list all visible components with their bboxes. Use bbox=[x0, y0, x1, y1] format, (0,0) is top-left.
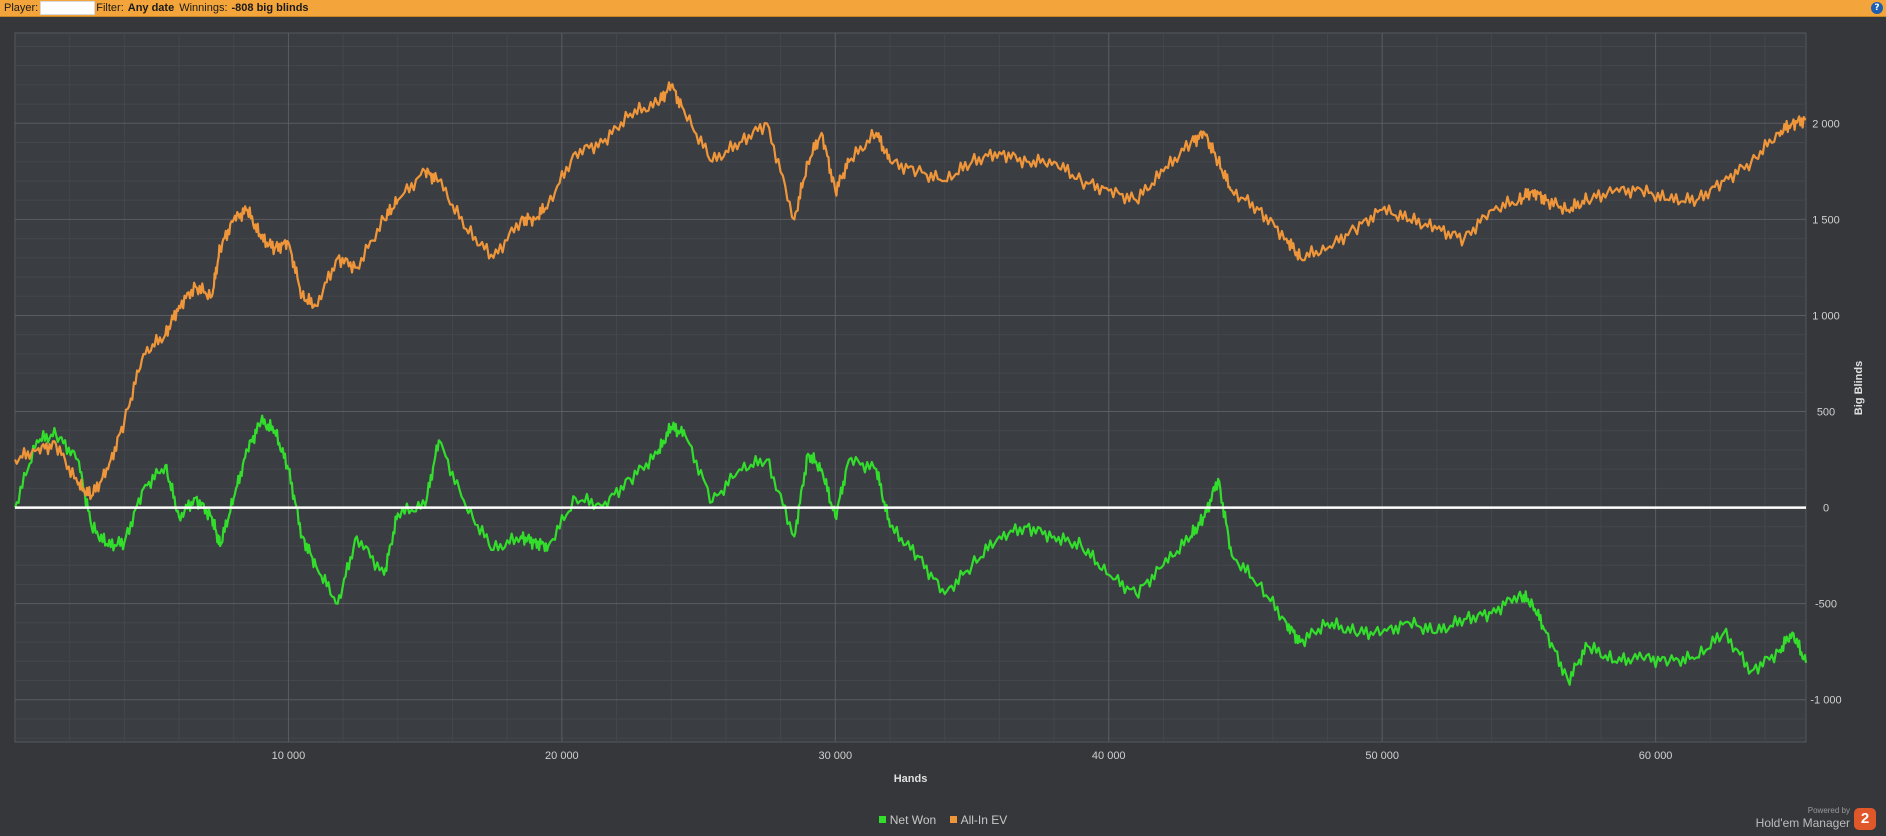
legend-swatch-all-in-ev bbox=[949, 816, 957, 823]
series-line-all-in-ev bbox=[13, 81, 1807, 501]
x-tick-label: 50 000 bbox=[1365, 750, 1399, 762]
y-axis-title: Big Blinds bbox=[1853, 361, 1865, 415]
y-tick-label: 1 500 bbox=[1812, 214, 1840, 226]
x-tick-label: 30 000 bbox=[818, 750, 852, 762]
x-tick-label: 60 000 bbox=[1639, 750, 1673, 762]
legend-label-net-won: Net Won bbox=[889, 813, 937, 827]
winnings-label: Winnings: bbox=[179, 2, 228, 14]
powered-by-text: Powered by bbox=[1807, 806, 1850, 815]
series-line-net-won bbox=[13, 414, 1808, 686]
help-icon[interactable]: ? bbox=[1871, 2, 1883, 14]
chart-legend: Net Won All-In EV bbox=[0, 813, 1886, 827]
branding: Powered by Hold'em Manager 2 bbox=[1756, 798, 1876, 830]
x-tick-label: 10 000 bbox=[272, 750, 306, 762]
legend-item-net-won[interactable]: Net Won bbox=[878, 813, 937, 827]
y-tick-label: 1 000 bbox=[1812, 310, 1840, 322]
player-input[interactable] bbox=[40, 1, 96, 15]
y-tick-label: -1 000 bbox=[1810, 695, 1841, 707]
y-tick-label: 0 bbox=[1823, 503, 1829, 515]
y-tick-label: 500 bbox=[1817, 407, 1835, 419]
legend-label-all-in-ev: All-In EV bbox=[960, 813, 1008, 827]
product-name: Hold'em Manager bbox=[1755, 816, 1850, 830]
y-tick-label: -500 bbox=[1815, 599, 1837, 611]
filter-value[interactable]: Any date bbox=[127, 2, 175, 14]
hem2-logo-icon: 2 bbox=[1854, 808, 1876, 830]
y-tick-label: 2 000 bbox=[1812, 118, 1840, 130]
plot-area bbox=[14, 32, 1807, 743]
header-bar: Player: Filter: Any date Winnings: -808 … bbox=[0, 0, 1886, 17]
x-tick-label: 20 000 bbox=[545, 750, 579, 762]
winnings-chart: 10 000 20 000 30 000 40 000 50 000 60 000 -1 0… bbox=[13, 32, 1865, 785]
player-label: Player: bbox=[4, 2, 39, 14]
filter-label: Filter: bbox=[96, 2, 124, 14]
x-axis-title: Hands bbox=[894, 773, 928, 785]
legend-swatch-net-won bbox=[878, 816, 886, 823]
legend-item-all-in-ev[interactable]: All-In EV bbox=[949, 813, 1008, 827]
winnings-value: -808 big blinds bbox=[231, 2, 309, 14]
x-tick-label: 40 000 bbox=[1092, 750, 1126, 762]
